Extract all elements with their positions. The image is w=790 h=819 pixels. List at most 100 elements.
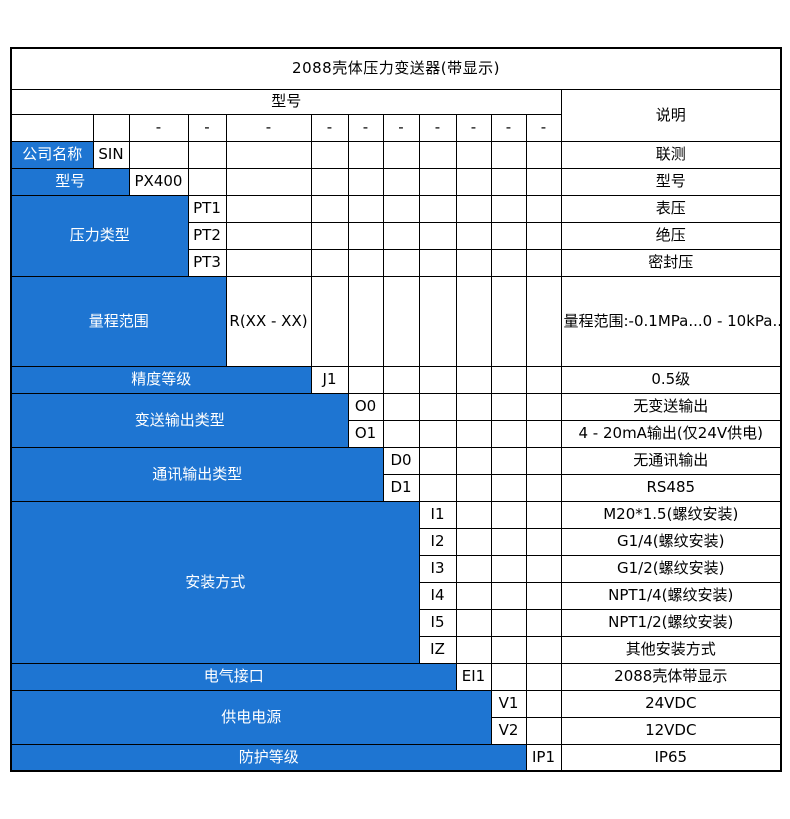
code-cell: PT1 [187,194,227,223]
code-cell: V2 [490,716,527,745]
description-header: 说明 [560,88,782,142]
code-cell: I1 [418,500,457,529]
code-cell: I2 [418,527,457,556]
empty-cell [455,221,492,250]
empty-cell [525,716,562,745]
dash-cell: - [187,113,227,142]
empty-cell [455,473,492,502]
desc-cell: NPT1/4(螺纹安装) [560,581,782,610]
empty-cell [310,221,349,250]
empty-cell [455,554,492,583]
empty-cell [418,140,457,169]
dash-cell: - [490,113,527,142]
empty-cell [382,365,420,394]
empty-cell [225,248,312,277]
empty-cell [225,140,312,169]
dash-cell: - [525,113,562,142]
code-cell: R(XX - XX) [225,275,312,367]
empty-cell [455,527,492,556]
empty-cell [525,635,562,664]
group-label-installation: 安装方式 [10,500,420,664]
desc-cell: 联测 [560,140,782,169]
empty-cell [187,140,227,169]
group-label-electrical-interface: 电气接口 [10,662,457,691]
empty-cell [490,194,527,223]
desc-cell: 0.5级 [560,365,782,394]
code-cell: V1 [490,689,527,718]
desc-cell: 量程范围:-0.1MPa...0 - 10kPa...60MPa 单位：MPa [560,275,782,367]
empty-cell [418,419,457,448]
empty-cell [490,662,527,691]
empty-cell [525,446,562,475]
empty-cell [525,473,562,502]
empty-cell [418,275,457,367]
empty-cell [310,248,349,277]
empty-cell [490,248,527,277]
group-label-company: 公司名称 [10,140,94,169]
empty-cell [347,248,384,277]
desc-cell: NPT1/2(螺纹安装) [560,608,782,637]
empty-cell [525,527,562,556]
empty-cell [347,221,384,250]
empty-cell [490,275,527,367]
empty-cell [455,194,492,223]
empty-cell [382,221,420,250]
desc-cell: 2088壳体带显示 [560,662,782,691]
empty-cell [490,500,527,529]
empty-cell [490,554,527,583]
empty-cell [525,554,562,583]
model-header: 型号 [10,88,562,115]
group-label-power-supply: 供电电源 [10,689,492,745]
code-cell: O0 [347,392,384,421]
desc-cell: 型号 [560,167,782,196]
empty-cell [525,500,562,529]
empty-cell [347,167,384,196]
empty-cell [347,140,384,169]
desc-cell: RS485 [560,473,782,502]
desc-cell: G1/2(螺纹安装) [560,554,782,583]
empty-cell [382,140,420,169]
code-cell: I4 [418,581,457,610]
code-cell: PT2 [187,221,227,250]
group-label-comm-output: 通讯输出类型 [10,446,384,502]
empty-cell [455,500,492,529]
page-title: 2088壳体压力变送器(带显示) [10,47,782,90]
empty-cell [418,248,457,277]
empty-cell [490,365,527,394]
empty-cell [382,194,420,223]
empty-cell [525,275,562,367]
desc-cell: 密封压 [560,248,782,277]
desc-cell: 12VDC [560,716,782,745]
empty-cell [455,140,492,169]
desc-cell: 绝压 [560,221,782,250]
empty-cell [525,608,562,637]
code-cell: PT3 [187,248,227,277]
empty-cell [490,527,527,556]
empty-cell [382,419,420,448]
empty-cell [418,446,457,475]
desc-cell: 24VDC [560,689,782,718]
empty-cell [128,140,189,169]
desc-cell: 4 - 20mA输出(仅24V供电) [560,419,782,448]
desc-cell: G1/4(螺纹安装) [560,527,782,556]
empty-cell [310,194,349,223]
code-cell: EI1 [455,662,492,691]
empty-cell [455,446,492,475]
empty-cell [525,167,562,196]
ordering-code-table: 2088壳体压力变送器(带显示) 型号 说明 - - - - - - - - -… [10,47,782,772]
empty-cell [525,365,562,394]
group-label-transmit-output: 变送输出类型 [10,392,349,448]
empty-cell [92,113,130,142]
empty-cell [310,140,349,169]
dash-cell: - [347,113,384,142]
empty-cell [225,221,312,250]
empty-cell [418,167,457,196]
group-label-model: 型号 [10,167,130,196]
empty-cell [382,275,420,367]
empty-cell [490,392,527,421]
empty-cell [382,167,420,196]
empty-cell [490,419,527,448]
empty-cell [455,419,492,448]
desc-cell: 其他安装方式 [560,635,782,664]
